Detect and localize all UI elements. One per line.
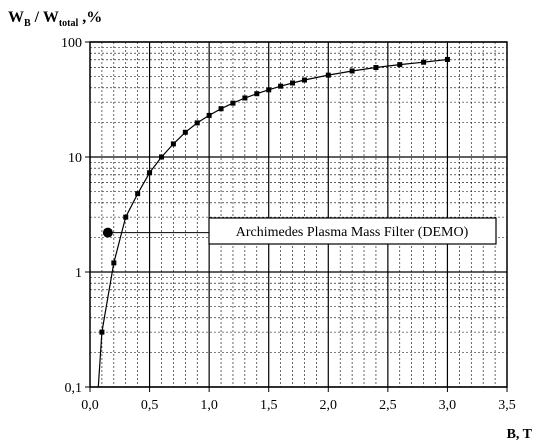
data-point xyxy=(206,112,212,118)
data-point xyxy=(194,120,200,126)
data-point xyxy=(170,141,176,147)
y-tick-label: 100 xyxy=(61,36,82,51)
x-tick-label: 3,0 xyxy=(439,398,457,413)
data-point xyxy=(444,56,450,62)
x-tick-label: 0,5 xyxy=(141,398,159,413)
x-tick-label: 0,0 xyxy=(81,398,99,413)
x-tick-label: 2,0 xyxy=(320,398,338,413)
annotation: Archimedes Plasma Mass Filter (DEMO) xyxy=(102,217,497,245)
data-point xyxy=(301,77,307,83)
x-axis-label: B, T xyxy=(507,427,533,442)
plot-frame xyxy=(89,41,508,388)
data-point xyxy=(158,154,164,160)
x-tick-label: 3,5 xyxy=(498,398,516,413)
data-point xyxy=(290,80,296,86)
y-tick-labels: 0,1 1 10 100 xyxy=(61,36,82,396)
data-point xyxy=(266,87,272,93)
data-point xyxy=(278,83,284,89)
data-point xyxy=(325,72,331,78)
y-tick-label: 0,1 xyxy=(65,381,83,396)
data-point xyxy=(421,59,427,65)
grid-minor xyxy=(90,42,507,387)
series-markers xyxy=(99,56,450,335)
x-tick-label: 1,5 xyxy=(260,398,278,413)
data-point xyxy=(373,65,379,71)
data-point xyxy=(123,214,129,220)
x-tick-label: 1,0 xyxy=(200,398,218,413)
data-point xyxy=(254,91,260,97)
data-point xyxy=(349,68,355,74)
x-tick-label: 2,5 xyxy=(379,398,397,413)
tick-marks xyxy=(85,41,508,392)
annotation-box xyxy=(208,217,497,245)
y-tick-label: 10 xyxy=(68,151,82,166)
data-point xyxy=(397,62,403,68)
x-tick-labels: 0,0 0,5 1,0 1,5 2,0 2,5 3,0 3,5 xyxy=(81,398,516,413)
data-point xyxy=(135,191,141,197)
data-point xyxy=(99,329,105,335)
data-point xyxy=(230,100,236,106)
data-point xyxy=(182,129,188,135)
annotation-label: Archimedes Plasma Mass Filter (DEMO) xyxy=(236,225,469,240)
y-axis-label: WB / Wtotal ,% xyxy=(8,9,102,29)
data-point xyxy=(218,106,224,112)
data-point xyxy=(147,170,153,176)
annotation-dot xyxy=(102,227,113,238)
y-tick-label: 1 xyxy=(75,266,82,281)
grid-major xyxy=(90,41,507,388)
data-point xyxy=(242,95,248,101)
data-point xyxy=(111,260,117,266)
